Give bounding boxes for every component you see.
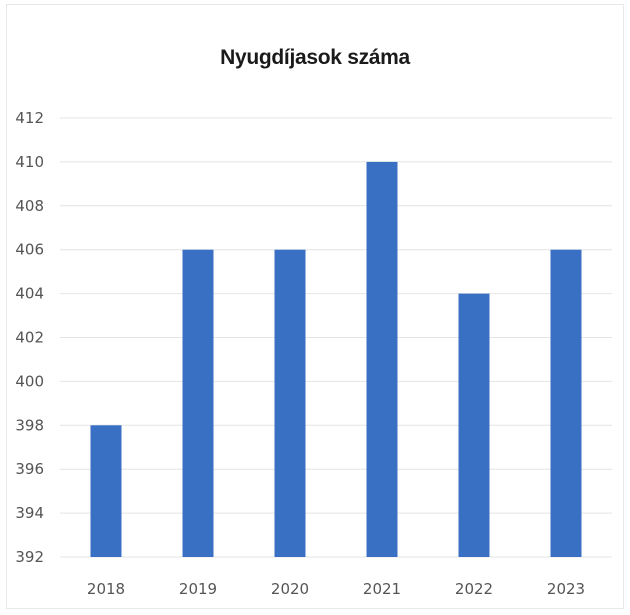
x-tick-label: 2020 — [271, 580, 309, 598]
y-tick-label: 410 — [15, 153, 44, 171]
chart-title: Nyugdíjasok száma — [220, 46, 410, 69]
x-tick-label: 2021 — [363, 580, 401, 598]
y-tick-label: 400 — [15, 372, 44, 390]
x-tick-label: 2023 — [547, 580, 585, 598]
x-tick-label: 2019 — [179, 580, 217, 598]
bars — [90, 161, 582, 557]
y-tick-label: 412 — [15, 109, 44, 127]
x-tick-label: 2018 — [87, 580, 125, 598]
bar-2021 — [366, 161, 398, 557]
bar-2018 — [90, 425, 122, 557]
bar-2019 — [182, 249, 214, 557]
bar-2020 — [274, 249, 306, 557]
y-tick-label: 394 — [15, 504, 44, 522]
y-tick-label: 404 — [15, 285, 44, 303]
y-tick-label: 408 — [15, 197, 44, 215]
y-tick-label: 402 — [15, 329, 44, 347]
bar-2023 — [550, 249, 582, 557]
y-tick-label: 398 — [15, 416, 44, 434]
bar-2022 — [458, 293, 490, 557]
y-tick-label: 396 — [15, 460, 44, 478]
y-tick-label: 406 — [15, 241, 44, 259]
gridlines — [60, 117, 612, 558]
x-tick-label: 2022 — [455, 580, 493, 598]
y-axis-tick-labels: 392 394 396 398 400 402 404 406 408 410 412 — [15, 109, 44, 566]
x-axis-tick-labels: 2018 2019 2020 2021 2022 2023 — [87, 580, 585, 598]
y-tick-label: 392 — [15, 548, 44, 566]
